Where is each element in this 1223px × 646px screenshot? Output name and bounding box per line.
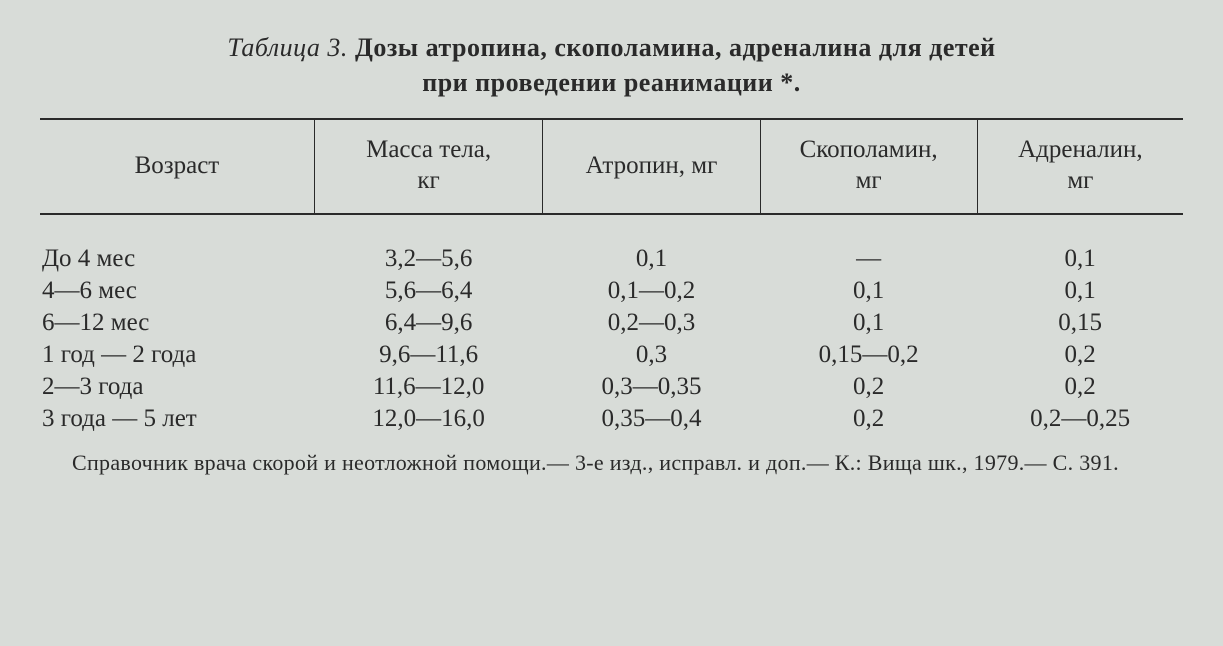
col-mass: Масса тела,кг <box>314 119 543 214</box>
spacer-row <box>40 214 1183 243</box>
table-row: 4—6 мес 5,6—6,4 0,1—0,2 0,1 0,1 <box>40 275 1183 307</box>
cell: 0,1 <box>977 243 1183 275</box>
cell: 6—12 мес <box>40 307 314 339</box>
cell: 0,15—0,2 <box>760 339 977 371</box>
table-row: До 4 мес 3,2—5,6 0,1 — 0,1 <box>40 243 1183 275</box>
cell: 0,3 <box>543 339 760 371</box>
cell: 0,35—0,4 <box>543 403 760 435</box>
table-row: 3 года — 5 лет 12,0—16,0 0,35—0,4 0,2 0,… <box>40 403 1183 435</box>
cell: 0,1 <box>543 243 760 275</box>
cell: 0,1 <box>977 275 1183 307</box>
cell: 0,1 <box>760 275 977 307</box>
cell: 1 год — 2 года <box>40 339 314 371</box>
cell: 4—6 мес <box>40 275 314 307</box>
cell: 0,3—0,35 <box>543 371 760 403</box>
cell: 0,1 <box>760 307 977 339</box>
cell: 12,0—16,0 <box>314 403 543 435</box>
table-row: 1 год — 2 года 9,6—11,6 0,3 0,15—0,2 0,2 <box>40 339 1183 371</box>
table-row: 2—3 года 11,6—12,0 0,3—0,35 0,2 0,2 <box>40 371 1183 403</box>
cell: 5,6—6,4 <box>314 275 543 307</box>
cell: 0,15 <box>977 307 1183 339</box>
cell: 0,2 <box>760 403 977 435</box>
cell: 9,6—11,6 <box>314 339 543 371</box>
cell: 0,2 <box>977 371 1183 403</box>
table-caption: Таблица 3. Дозы атропина, скополамина, а… <box>40 30 1183 100</box>
cell: 0,2 <box>760 371 977 403</box>
table-title-line1: Дозы атропина, скополамина, адреналина д… <box>355 33 996 62</box>
table-footnote: Справочник врача скорой и неотложной пом… <box>40 449 1183 478</box>
table-body: До 4 мес 3,2—5,6 0,1 — 0,1 4—6 мес 5,6—6… <box>40 214 1183 435</box>
cell: — <box>760 243 977 275</box>
table-title-line2: при проведении реанимации *. <box>422 68 801 97</box>
cell: 0,2—0,25 <box>977 403 1183 435</box>
table-label: Таблица 3. <box>227 33 348 62</box>
cell: 0,2—0,3 <box>543 307 760 339</box>
table-header-row: Возраст Масса тела,кг Атропин, мг Скопол… <box>40 119 1183 214</box>
col-scopolamine: Скополамин,мг <box>760 119 977 214</box>
cell: 3,2—5,6 <box>314 243 543 275</box>
col-adrenaline: Адреналин,мг <box>977 119 1183 214</box>
cell: 0,2 <box>977 339 1183 371</box>
cell: 0,1—0,2 <box>543 275 760 307</box>
cell: 6,4—9,6 <box>314 307 543 339</box>
col-atropine: Атропин, мг <box>543 119 760 214</box>
table-row: 6—12 мес 6,4—9,6 0,2—0,3 0,1 0,15 <box>40 307 1183 339</box>
cell: 3 года — 5 лет <box>40 403 314 435</box>
dosage-table: Возраст Масса тела,кг Атропин, мг Скопол… <box>40 118 1183 435</box>
cell: 2—3 года <box>40 371 314 403</box>
col-age: Возраст <box>40 119 314 214</box>
cell: 11,6—12,0 <box>314 371 543 403</box>
cell: До 4 мес <box>40 243 314 275</box>
